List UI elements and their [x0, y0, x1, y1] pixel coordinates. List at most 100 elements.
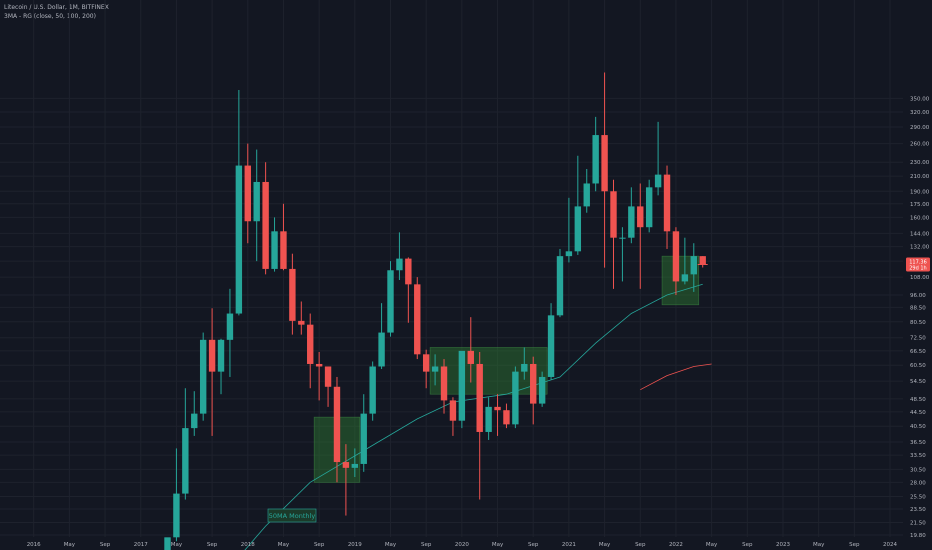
annotations: 50MA Monthly	[267, 261, 708, 523]
candle[interactable]	[324, 366, 332, 407]
candle[interactable]	[226, 288, 234, 377]
candle-body	[512, 371, 519, 425]
price-axis[interactable]: 19.80 21.50 23.50 25.50 28.00 30.50 33.50 36.50…	[906, 96, 930, 539]
candle[interactable]	[431, 354, 439, 386]
candle[interactable]	[610, 179, 617, 289]
candle[interactable]	[494, 394, 501, 436]
price-tick-label: 260.00	[910, 142, 930, 148]
candle[interactable]	[244, 143, 251, 244]
candle[interactable]	[467, 317, 474, 383]
time-axis[interactable]: 2016 May Sep 2017 May Sep 2018 May Sep 2019 May Sep…	[27, 542, 898, 548]
candle[interactable]	[315, 351, 323, 401]
candle-body	[280, 231, 287, 269]
candle[interactable]	[574, 155, 582, 255]
candle[interactable]	[298, 301, 305, 335]
candle[interactable]	[476, 351, 483, 500]
time-tick-label: 2020	[455, 542, 469, 548]
candle[interactable]	[485, 397, 492, 440]
candle[interactable]	[440, 359, 448, 414]
candle[interactable]	[422, 349, 430, 389]
price-tick-label: 54.50	[910, 379, 926, 385]
candle[interactable]	[396, 232, 403, 280]
chart-legend: Litecoin / U.S. Dollar, 1M, BITFINEX 3MA…	[4, 3, 109, 21]
candle[interactable]	[405, 257, 412, 323]
candle[interactable]	[503, 403, 510, 429]
candle[interactable]	[164, 537, 171, 550]
candle[interactable]	[342, 444, 350, 516]
annotation-text: 50MA Monthly	[269, 512, 316, 520]
candle-body	[458, 350, 466, 421]
candle-body	[173, 493, 180, 538]
time-tick-label: May	[385, 542, 397, 548]
candle-body	[583, 183, 590, 207]
price-tick-label: 25.50	[910, 495, 926, 501]
ma-annotation[interactable]: 50MA Monthly	[267, 508, 317, 523]
candle-body	[182, 428, 189, 494]
candle-body	[431, 366, 439, 372]
candle[interactable]	[565, 197, 573, 263]
candle[interactable]	[672, 227, 680, 296]
candle[interactable]	[360, 394, 367, 472]
candle[interactable]	[645, 179, 653, 233]
candle[interactable]	[217, 338, 225, 395]
candle[interactable]	[601, 72, 608, 268]
candle[interactable]	[182, 388, 189, 500]
candle-body	[199, 339, 207, 414]
candle[interactable]	[351, 448, 359, 477]
candle[interactable]	[208, 308, 216, 436]
time-tick-label: Sep	[207, 542, 218, 548]
candle-body	[351, 463, 359, 468]
candle[interactable]	[378, 303, 385, 370]
candle[interactable]	[289, 253, 296, 335]
candle-body	[637, 206, 644, 228]
candle[interactable]	[271, 217, 278, 272]
candle[interactable]	[449, 397, 457, 436]
candle[interactable]	[369, 361, 376, 421]
candle-body	[610, 191, 617, 238]
candle[interactable]	[547, 303, 555, 380]
candle[interactable]	[619, 227, 626, 282]
candle[interactable]	[592, 116, 599, 192]
price-tick-label: 190.00	[910, 189, 930, 195]
candle[interactable]	[681, 237, 689, 285]
candle[interactable]	[199, 332, 207, 421]
price-tick-label: 19.80	[910, 533, 926, 539]
candle-body	[387, 270, 394, 333]
candle-body	[565, 251, 573, 257]
candle[interactable]	[521, 347, 528, 380]
candle[interactable]	[235, 89, 243, 316]
candle[interactable]	[512, 366, 519, 429]
candle[interactable]	[538, 371, 546, 407]
candle[interactable]	[583, 168, 590, 213]
candle[interactable]	[280, 203, 287, 271]
candle[interactable]	[663, 165, 671, 249]
support-zone[interactable]	[429, 347, 548, 395]
candle[interactable]	[690, 243, 697, 292]
candle-body	[619, 237, 626, 239]
candle[interactable]	[333, 376, 341, 483]
candle[interactable]	[262, 162, 269, 275]
candle-body	[289, 268, 296, 321]
candle-body	[208, 339, 216, 372]
candle[interactable]	[458, 350, 466, 429]
candle[interactable]	[387, 261, 394, 337]
candle[interactable]	[173, 448, 180, 542]
candle-body	[449, 400, 457, 421]
candle[interactable]	[556, 248, 564, 318]
candle[interactable]	[637, 183, 644, 289]
candle[interactable]	[628, 187, 635, 244]
candle[interactable]	[530, 356, 537, 425]
price-tick-label: 230.00	[910, 160, 930, 166]
candle[interactable]	[253, 149, 260, 262]
candle-body	[494, 406, 501, 411]
price-tick-label: 40.50	[910, 424, 926, 430]
candle-body	[485, 406, 492, 432]
grid	[0, 0, 903, 537]
candle[interactable]	[414, 277, 421, 360]
time-tick-label: May	[706, 542, 718, 548]
candle[interactable]	[654, 121, 662, 196]
candle[interactable]	[307, 313, 314, 389]
candle[interactable]	[191, 391, 198, 436]
candle-body	[574, 206, 582, 252]
